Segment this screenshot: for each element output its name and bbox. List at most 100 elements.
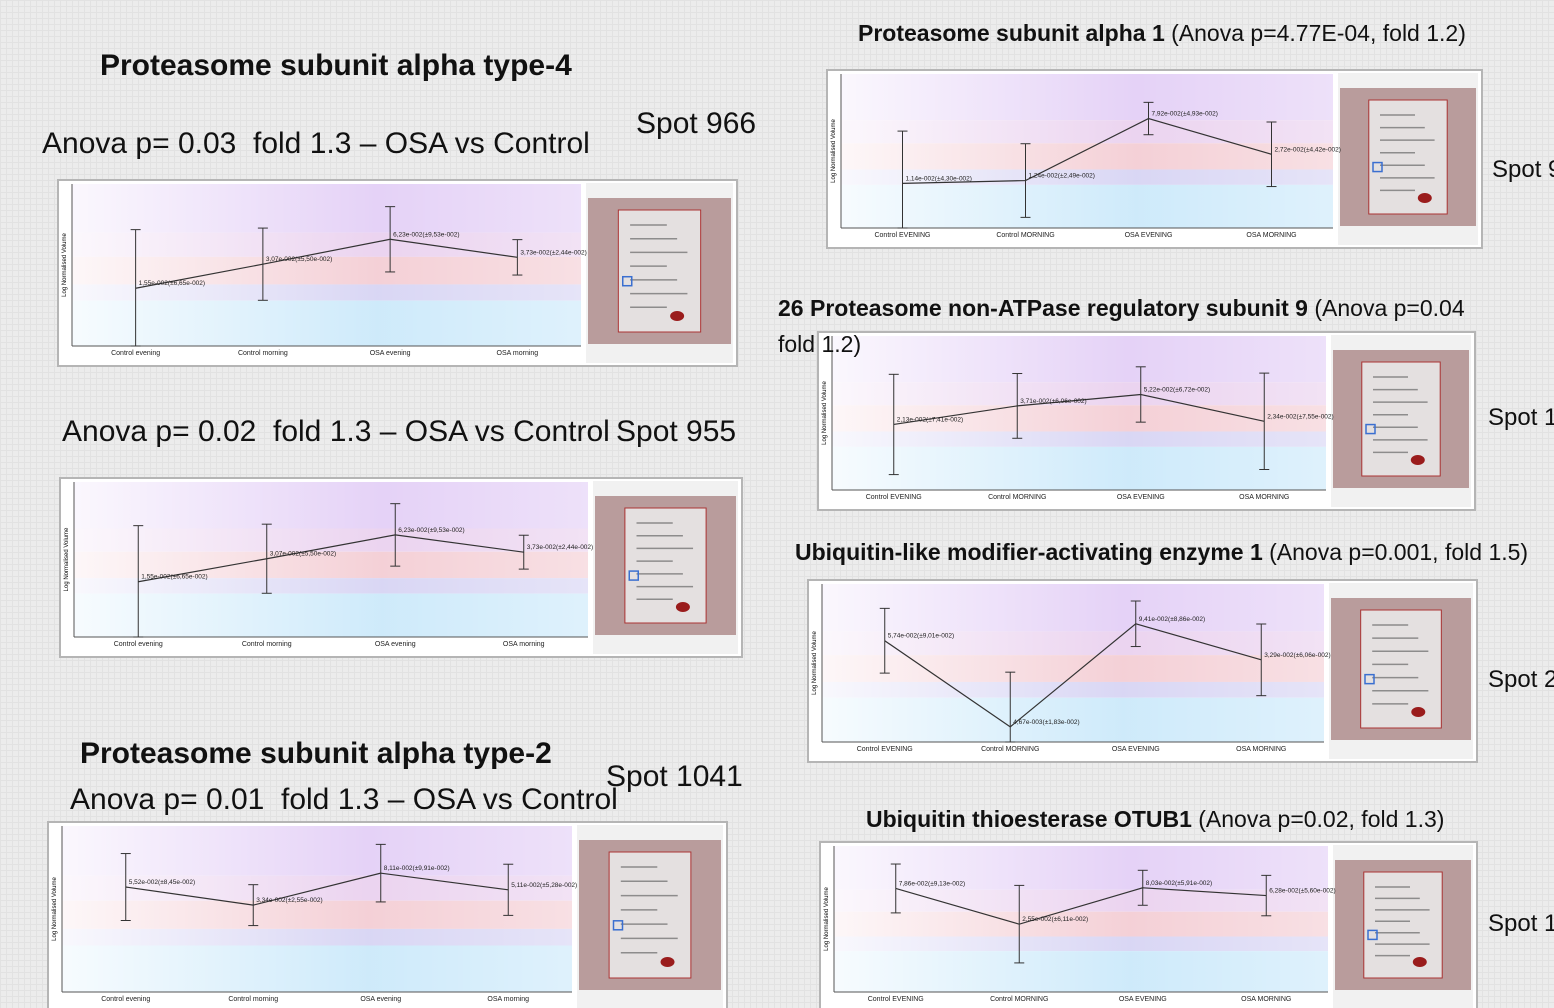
x-tick-label: Control EVENING <box>868 996 924 1003</box>
plot-fade <box>62 826 572 992</box>
x-tick-label: Control evening <box>111 350 160 357</box>
chart-subtitle: Anova p= 0.02 fold 1.3 – OSA vs Control <box>62 414 610 450</box>
x-tick-label: Control morning <box>242 641 292 648</box>
title-name: Ubiquitin-like modifier-activating enzym… <box>795 539 1263 565</box>
y-axis-label: Log Normalised Volume <box>831 118 837 182</box>
value-label: 5,52e-002(±8,45e-002) <box>129 879 195 886</box>
x-tick-label: OSA morning <box>487 996 529 1003</box>
value-label: 2,13e-002(±7,41e-002) <box>897 416 963 423</box>
x-tick-label: OSA MORNING <box>1236 746 1286 753</box>
value-label: 3,73e-002(±2,44e-002) <box>520 249 586 256</box>
title-name: Proteasome subunit alpha type-2 <box>80 737 552 770</box>
gel-spot-red <box>1411 707 1425 717</box>
x-tick-label: Control morning <box>228 996 278 1003</box>
gel-spot-red <box>1411 455 1425 465</box>
title-name: Proteasome subunit alpha 1 <box>858 20 1165 46</box>
chart-subtitle: Anova p= 0.03 fold 1.3 – OSA vs Control <box>42 126 590 162</box>
gel-spot-red <box>1413 957 1427 967</box>
x-tick-label: Control EVENING <box>866 494 922 501</box>
gel-inner <box>609 852 691 978</box>
title-name: Proteasome subunit alpha type-4 <box>100 49 572 82</box>
gel-inner <box>1361 610 1442 728</box>
value-label: 6,23e-002(±9,53e-002) <box>393 231 459 238</box>
gel-spot-red <box>670 311 684 321</box>
y-axis-label: Log Normalised Volume <box>64 527 70 591</box>
gel-inner <box>1364 872 1442 978</box>
spot-label: Spot 2 <box>1488 666 1554 695</box>
gel-inner <box>1362 362 1440 476</box>
x-tick-label: OSA morning <box>497 350 539 357</box>
spot-label: Spot 1 <box>1488 910 1554 939</box>
value-label: 5,22e-002(±6,72e-002) <box>1144 386 1210 393</box>
x-tick-label: Control evening <box>114 641 163 648</box>
title-note: (Anova p=0.001, fold 1.5) <box>1269 539 1528 565</box>
page: Log Normalised Volume Control evening Cont… <box>0 0 1554 1008</box>
gel-spot-red <box>676 602 690 612</box>
chart-title: 26 Proteasome non-ATPase regulatory subu… <box>778 290 1493 362</box>
x-tick-label: OSA EVENING <box>1125 232 1173 239</box>
title-note: (Anova p=4.77E-04, fold 1.2) <box>1171 20 1466 46</box>
spot-label: Spot 9 <box>1492 156 1554 185</box>
title-name: 26 Proteasome non-ATPase regulatory subu… <box>778 295 1308 321</box>
value-label: 6,23e-002(±9,53e-002) <box>398 527 464 534</box>
value-label: 1,24e-002(±2,49e-002) <box>1029 173 1095 180</box>
y-axis-label: Log Normalised Volume <box>812 630 818 694</box>
y-axis-label: Log Normalised Volume <box>62 232 68 296</box>
value-label: 1,14e-002(±4,30e-002) <box>906 175 972 182</box>
x-tick-label: Control MORNING <box>988 494 1046 501</box>
x-tick-label: OSA MORNING <box>1239 494 1289 501</box>
x-tick-label: OSA MORNING <box>1246 232 1296 239</box>
chart-title: Proteasome subunit alpha 1 (Anova p=4.77… <box>858 20 1466 48</box>
title-note: (Anova p=0.02, fold 1.3) <box>1198 806 1444 832</box>
spot-label: Spot 955 <box>616 414 736 450</box>
x-tick-label: Control MORNING <box>990 996 1048 1003</box>
value-label: 3,71e-002(±6,06e-002) <box>1020 398 1086 405</box>
value-label: 6,28e-002(±5,60e-002) <box>1269 888 1335 895</box>
y-axis-label: Log Normalised Volume <box>824 886 830 950</box>
spot-label: Spot 1041 <box>606 759 743 795</box>
value-label: 8,11e-002(±9,91e-002) <box>384 865 450 872</box>
slide: Log Normalised Volume Control evening Cont… <box>0 0 1554 1008</box>
y-axis-label: Log Normalised Volume <box>52 876 58 940</box>
value-label: 7,86e-002(±9,13e-002) <box>899 880 965 887</box>
x-tick-label: OSA EVENING <box>1117 494 1165 501</box>
chart-title: Ubiquitin-like modifier-activating enzym… <box>795 539 1528 567</box>
value-label: 2,72e-002(±4,42e-002) <box>1275 146 1341 153</box>
x-tick-label: OSA evening <box>370 350 411 357</box>
value-label: 4,67e-003(±1,83e-002) <box>1013 719 1079 726</box>
value-label: 2,34e-002(±7,55e-002) <box>1267 413 1333 420</box>
title-name: Ubiquitin thioesterase OTUB1 <box>866 806 1192 832</box>
x-tick-label: Control EVENING <box>857 746 913 753</box>
x-tick-label: OSA MORNING <box>1241 996 1291 1003</box>
x-tick-label: OSA morning <box>503 641 545 648</box>
x-tick-label: Control MORNING <box>981 746 1039 753</box>
chart-title: Proteasome subunit alpha type-4 <box>100 48 572 84</box>
gel-inner <box>625 508 706 623</box>
value-label: 3,34e-002(±2,55e-002) <box>256 897 322 904</box>
chart-subtitle: Anova p= 0.01 fold 1.3 – OSA vs Control <box>70 782 618 818</box>
chart-title: Proteasome subunit alpha type-2 <box>80 736 552 772</box>
value-label: 5,74e-002(±9,01e-002) <box>888 633 954 640</box>
spot-label: Spot 1 <box>1488 404 1554 433</box>
plot-fade <box>72 184 581 346</box>
x-tick-label: OSA EVENING <box>1119 996 1167 1003</box>
x-tick-label: Control morning <box>238 350 288 357</box>
x-tick-label: OSA EVENING <box>1112 746 1160 753</box>
gel-inner <box>1369 100 1447 214</box>
plot-fade <box>74 482 588 637</box>
value-label: 8,03e-002(±5,91e-002) <box>1146 880 1212 887</box>
x-tick-label: OSA evening <box>375 641 416 648</box>
value-label: 1,55e-002(±6,65e-002) <box>141 574 207 581</box>
x-tick-label: Control EVENING <box>874 232 930 239</box>
value-label: 3,07e-002(±5,50e-002) <box>266 256 332 263</box>
gel-inner <box>618 210 700 332</box>
x-tick-label: Control evening <box>101 996 150 1003</box>
x-tick-label: Control MORNING <box>996 232 1054 239</box>
value-label: 3,07e-002(±5,50e-002) <box>270 551 336 558</box>
gel-spot-red <box>661 957 675 967</box>
value-label: 7,92e-002(±4,93e-002) <box>1152 111 1218 118</box>
y-axis-label: Log Normalised Volume <box>822 380 828 444</box>
value-label: 3,73e-002(±2,44e-002) <box>527 544 593 551</box>
gel-spot-red <box>1418 193 1432 203</box>
spot-label: Spot 966 <box>636 106 756 142</box>
